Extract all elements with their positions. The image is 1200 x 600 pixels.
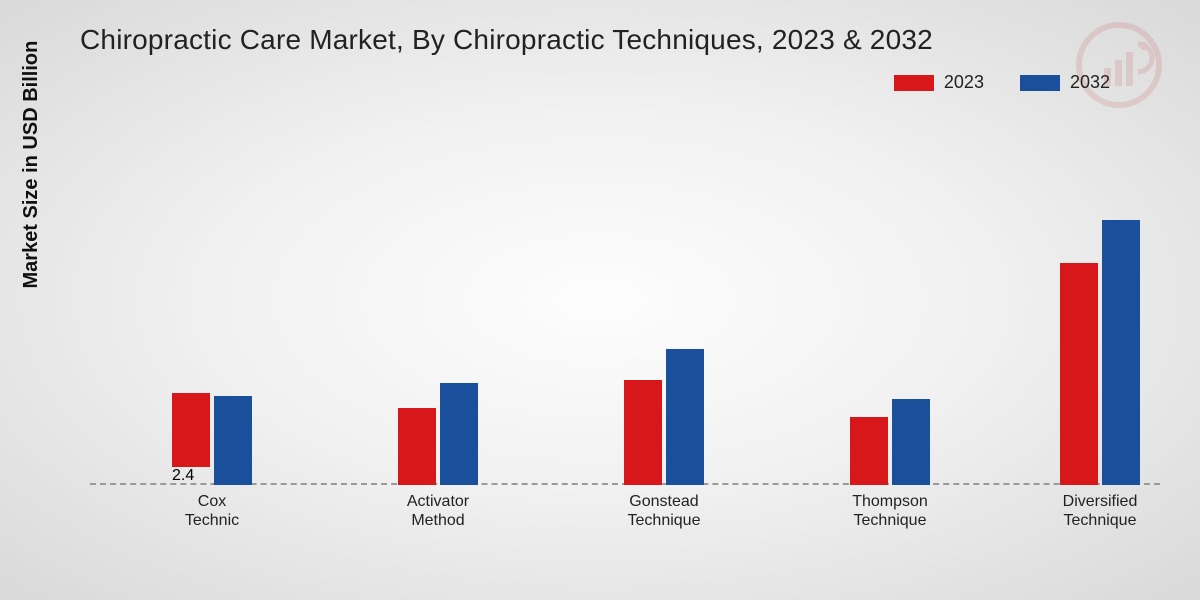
x-axis-category-label: Cox Technic (185, 492, 239, 530)
bar (214, 396, 252, 485)
bar (892, 399, 930, 485)
bar (850, 417, 888, 485)
bar (1102, 220, 1140, 485)
chart-title: Chiropractic Care Market, By Chiropracti… (80, 24, 933, 56)
bar-group (1060, 220, 1140, 485)
x-axis-category-label: Diversified Technique (1063, 492, 1138, 530)
x-axis-labels: Cox Technic Activator Method Gonstead Tech… (90, 492, 1160, 542)
watermark-icon (1076, 22, 1162, 113)
bar-group (850, 399, 930, 485)
legend: 2023 2032 (894, 72, 1110, 93)
chart-canvas: { "chart": { "type": "bar", "title": "Ch… (0, 0, 1200, 600)
bar-group: 2.4 (172, 393, 252, 485)
bar (440, 383, 478, 485)
plot-area: 2.4 (90, 115, 1160, 485)
legend-item-2032: 2032 (1020, 72, 1110, 93)
legend-item-2023: 2023 (894, 72, 984, 93)
bar (624, 380, 662, 485)
bar (398, 408, 436, 485)
bar-group (398, 383, 478, 485)
x-axis-category-label: Activator Method (407, 492, 469, 530)
bar (172, 393, 210, 467)
bar-group (624, 349, 704, 485)
legend-swatch-2023 (894, 75, 934, 91)
bar-value-label: 2.4 (172, 467, 194, 484)
y-axis-label: Market Size in USD Billion (20, 41, 43, 289)
legend-swatch-2032 (1020, 75, 1060, 91)
bar (666, 349, 704, 485)
legend-label-2023: 2023 (944, 72, 984, 93)
x-axis-category-label: Thompson Technique (852, 492, 928, 530)
x-axis-category-label: Gonstead Technique (628, 492, 701, 530)
bar (1060, 263, 1098, 485)
legend-label-2032: 2032 (1070, 72, 1110, 93)
